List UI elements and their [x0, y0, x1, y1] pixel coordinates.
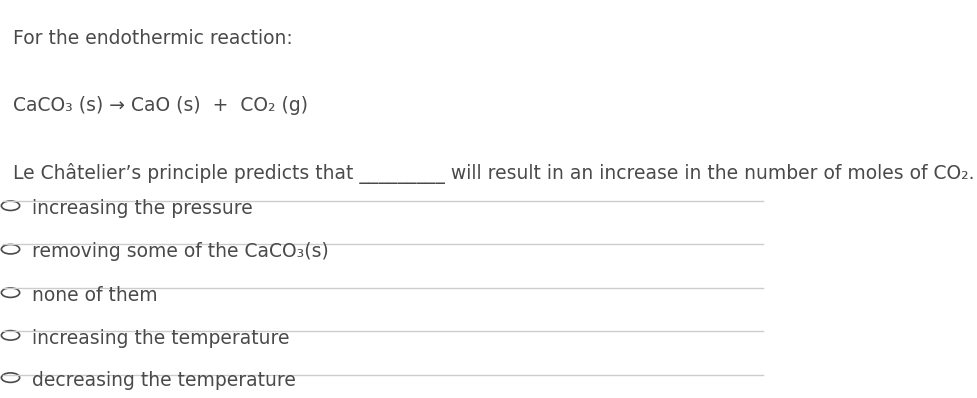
Text: Le Châtelier’s principle predicts that _________ will result in an increase in t: Le Châtelier’s principle predicts that _… — [13, 164, 973, 184]
Text: increasing the temperature: increasing the temperature — [32, 329, 289, 347]
Text: CaCO₃ (s) → CaO (s)  +  CO₂ (g): CaCO₃ (s) → CaO (s) + CO₂ (g) — [13, 96, 308, 115]
Text: none of them: none of them — [32, 286, 157, 305]
Text: decreasing the temperature: decreasing the temperature — [32, 371, 295, 390]
Text: increasing the pressure: increasing the pressure — [32, 199, 252, 218]
Text: For the endothermic reaction:: For the endothermic reaction: — [13, 29, 292, 48]
Text: removing some of the CaCO₃(s): removing some of the CaCO₃(s) — [32, 242, 328, 261]
